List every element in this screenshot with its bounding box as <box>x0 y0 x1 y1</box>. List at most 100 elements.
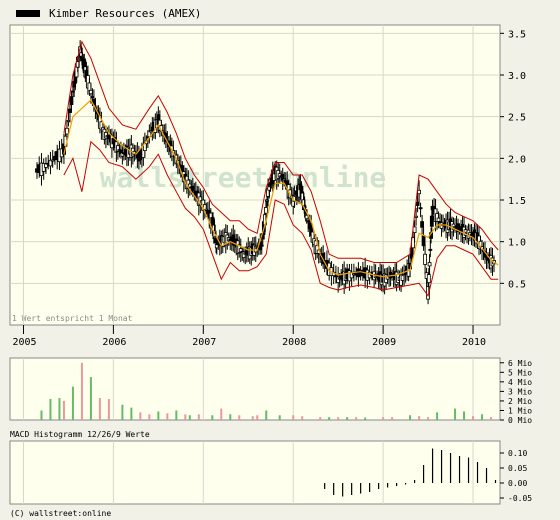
price-y-tick-label: 2.5 <box>508 113 526 124</box>
candle-body <box>417 189 421 195</box>
candle-body <box>429 215 434 227</box>
macd-y-tick-label: 0.05 <box>508 464 527 473</box>
volume-bar <box>292 415 295 420</box>
legend-label: Kimber Resources (AMEX) <box>49 7 201 20</box>
x-tick-label: 2007 <box>192 337 216 348</box>
price-overlays <box>63 40 499 297</box>
candle-body <box>428 248 433 251</box>
candle-body <box>423 253 427 265</box>
volume-bar <box>382 417 385 420</box>
macd-title: MACD Histogramm 12/26/9 Werte <box>10 430 150 439</box>
volume-bar <box>301 416 304 420</box>
volume-bar <box>463 411 466 420</box>
volume-bar <box>391 417 394 420</box>
volume-bar <box>409 415 412 420</box>
volume-bar <box>184 414 187 420</box>
volume-y-tick-label: 5 Mio <box>508 368 532 377</box>
macd-panel <box>9 440 501 505</box>
volume-panel <box>9 357 501 421</box>
volume-bar <box>49 399 52 420</box>
x-tick-label: 2009 <box>372 337 396 348</box>
volume-bar <box>157 411 160 420</box>
volume-bar <box>355 417 358 420</box>
macd-y-tick-label: 0.00 <box>508 479 527 488</box>
volume-bar <box>229 414 232 420</box>
candle-body <box>44 163 48 168</box>
volume-bar <box>197 414 200 420</box>
volume-bar <box>490 417 493 420</box>
candle-body <box>50 159 55 162</box>
volume-bar <box>121 404 124 420</box>
frequency-note: 1 Wert entspricht 1 Monat <box>12 314 133 323</box>
volume-bar <box>481 414 484 420</box>
candle-body <box>65 127 69 135</box>
volume-bar <box>278 415 281 420</box>
legend-swatch <box>16 10 40 17</box>
volume-bar <box>364 417 367 420</box>
volume-bar <box>175 410 178 420</box>
volume-bar <box>251 416 254 420</box>
volume-bar <box>148 414 151 420</box>
volume-bar <box>472 416 475 420</box>
candle-body <box>414 215 418 218</box>
volume-y-tick-label: 1 Mio <box>508 406 532 415</box>
volume-y-tick-label: 4 Mio <box>508 378 532 387</box>
volume-bar <box>71 386 74 420</box>
volume-bar <box>166 413 169 420</box>
volume-bars <box>40 362 493 420</box>
volume-bar <box>80 362 83 420</box>
watermark: wallstreet:online <box>100 161 387 194</box>
volume-bar <box>220 408 223 420</box>
candle-body <box>427 262 432 267</box>
volume-bar <box>256 415 259 420</box>
copyright: (C) wallstreet:online <box>10 509 111 518</box>
price-y-tick-label: 3.0 <box>508 71 526 82</box>
candle-body <box>214 239 218 244</box>
volume-bar <box>188 415 191 420</box>
candle-body <box>334 275 338 278</box>
volume-bar <box>211 415 214 420</box>
volume-bar <box>418 416 421 420</box>
macd-y-tick-label: 0.10 <box>508 449 527 458</box>
volume-bar <box>89 377 92 420</box>
volume-y-tick-label: 6 Mio <box>508 359 532 368</box>
volume-bar <box>436 412 439 420</box>
volume-bar <box>58 398 61 420</box>
x-axis: 2005 2006 2007 2008 2009 2010 <box>12 325 486 348</box>
volume-bar <box>328 417 331 420</box>
price-y-tick-label: 2.0 <box>508 154 526 165</box>
candle-body <box>426 274 431 283</box>
volume-bar <box>98 398 101 420</box>
candle-body <box>420 221 424 228</box>
moving-average-line <box>63 99 499 278</box>
volume-bar <box>40 410 43 420</box>
volume-bar <box>319 417 322 420</box>
volume-bar <box>427 417 430 420</box>
volume-bar <box>337 417 340 420</box>
x-tick-label: 2005 <box>12 337 36 348</box>
macd-y-axis: -0.05 0.00 0.05 0.10 <box>500 449 532 503</box>
volume-y-tick-label: 3 Mio <box>508 387 532 396</box>
candle-body <box>48 159 53 167</box>
candle-body <box>264 207 268 214</box>
volume-bar <box>265 410 268 420</box>
volume-bar <box>130 407 133 420</box>
price-y-tick-label: 3.5 <box>508 29 526 40</box>
upper-band-line <box>63 40 499 263</box>
macd-bars <box>324 448 497 497</box>
x-tick-label: 2008 <box>282 337 306 348</box>
volume-bar <box>107 399 110 420</box>
candle-body <box>418 207 423 210</box>
macd-gridlines <box>22 441 474 504</box>
volume-bar <box>346 417 349 420</box>
price-y-tick-label: 1.5 <box>508 196 526 207</box>
volume-bar <box>62 400 65 420</box>
volume-bar <box>454 408 457 420</box>
price-y-tick-label: 0.5 <box>508 279 526 290</box>
x-tick-label: 2010 <box>462 337 486 348</box>
price-y-axis: 0.5 1.0 1.5 2.0 2.5 3.0 3.5 <box>500 29 526 290</box>
macd-y-tick-label: -0.05 <box>508 494 532 503</box>
candle-body <box>421 235 426 247</box>
